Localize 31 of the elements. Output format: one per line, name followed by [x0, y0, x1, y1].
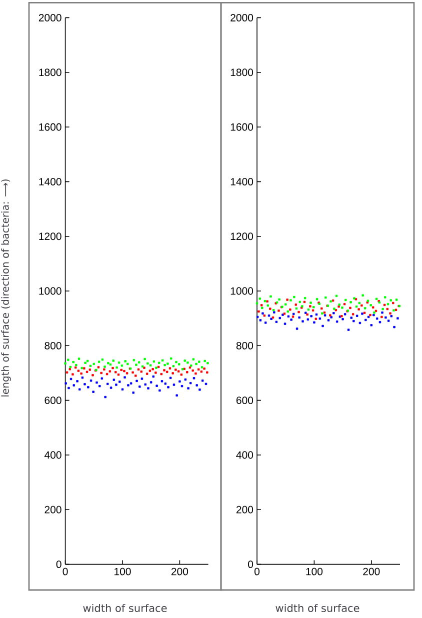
- y-tick-label: 0: [56, 560, 62, 568]
- y-tick-label: 200: [44, 506, 62, 514]
- y-tick-label: 400: [236, 451, 254, 459]
- y-tick-label: 1800: [230, 68, 254, 76]
- x-tick-label: 200: [171, 568, 188, 576]
- y-tick-label: 1400: [230, 178, 254, 186]
- y-tick-label: 1200: [230, 232, 254, 240]
- y-tick-label: 2000: [38, 14, 62, 22]
- x-tick-label: 100: [306, 568, 323, 576]
- y-tick-label: 400: [44, 451, 62, 459]
- y-tick-label: 600: [236, 396, 254, 404]
- y-tick-label: 1600: [39, 123, 62, 131]
- y-tick-label: 200: [236, 506, 254, 514]
- x-tick-label: 0: [62, 568, 68, 576]
- x-tick-label: 200: [363, 568, 380, 576]
- y-tick-label: 600: [44, 396, 62, 404]
- y-tick-label: 1600: [230, 123, 254, 131]
- y-tick-label: 2000: [230, 14, 254, 22]
- x-tick-label: 100: [114, 568, 131, 576]
- y-tick-label: 1000: [39, 287, 62, 295]
- y-tick-label: 1000: [230, 287, 254, 295]
- y-tick-label: 0: [248, 560, 254, 568]
- x-axis-title: width of surface: [276, 604, 360, 612]
- y-tick-label: 1800: [39, 68, 62, 76]
- y-tick-label: 800: [44, 342, 62, 350]
- y-tick-label: 1400: [39, 178, 62, 186]
- x-tick-label: 0: [254, 568, 260, 576]
- y-tick-label: 1200: [39, 232, 62, 240]
- x-axis-title: width of surface: [83, 604, 167, 612]
- y-axis-title: length of surface (direction of bacteria: ⟶): [1, 180, 11, 396]
- y-tick-label: 800: [236, 342, 254, 350]
